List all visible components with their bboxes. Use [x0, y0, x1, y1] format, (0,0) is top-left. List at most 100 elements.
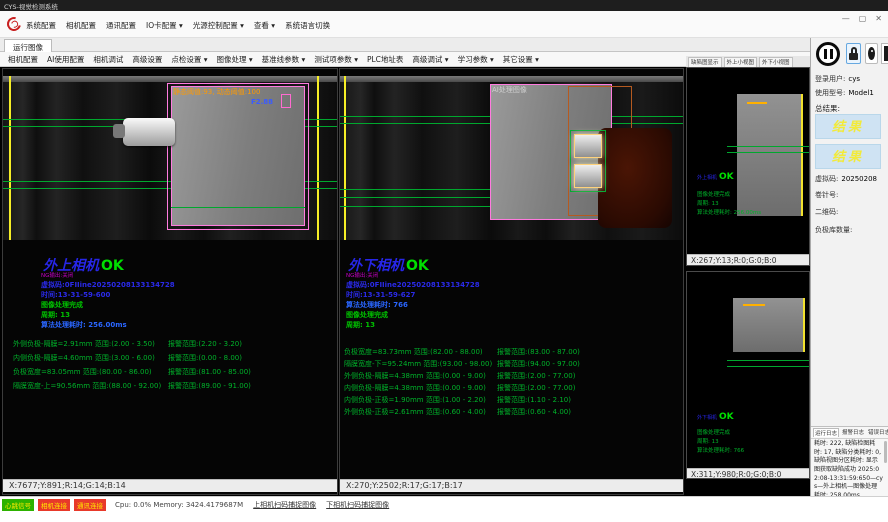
toolbar-camera-config[interactable]: 相机配置 — [8, 54, 38, 64]
measure-line — [727, 146, 809, 147]
press-roller-dark — [598, 128, 672, 228]
comm-connect-badge: 通讯连接 — [74, 499, 106, 511]
thumb-orange-mark — [743, 304, 765, 306]
thumb-yellow-edge — [801, 94, 803, 216]
lock-icon — [851, 47, 857, 53]
algo-time-line: 算法处理耗时: 766 — [346, 301, 408, 309]
alarm-range: 报警范围:(0.00 - 8.00) — [168, 354, 242, 362]
tab-error-log[interactable]: 错误日志 — [868, 430, 888, 436]
thumb-ok: OK — [719, 412, 734, 422]
thumb-status-line: 图像处理完成 — [697, 192, 731, 198]
thumb-camera-name: 外上相机 — [697, 175, 718, 181]
login-user-row: 登录用户: cys — [815, 74, 860, 84]
maximize-icon[interactable]: ▢ — [858, 14, 867, 23]
thumb-cycle-line: 周期: 13 — [697, 201, 719, 207]
camera-view-lower[interactable]: AI处理图像 外下相机 OK NG输出:关闭 虚拟码:0FIIine2025020… — [339, 68, 684, 495]
camera-view-upper[interactable]: 静态阈值:93, 动态阈值:100 F2.88 外上相机 OK NG输出:关闭 虚… — [2, 68, 338, 495]
tab-defect-image[interactable]: 缺陷图显示 — [688, 57, 722, 67]
toolbar-other-settings[interactable]: 其它设置 ▾ — [502, 54, 539, 64]
menu-view[interactable]: 查看 ▾ — [253, 21, 276, 30]
pixel-coords-bar: X:7677;Y:891;R:14;G:14;B:14 — [3, 479, 337, 492]
thumb-tab-strip: 缺陷图显示 外上小视图 外下小视图 — [686, 56, 810, 67]
blue-measure-tag: F2.88 — [251, 98, 274, 106]
menu-camera-config[interactable]: 相机配置 — [66, 21, 96, 30]
tab-lower-mini-view[interactable]: 外下小视图 — [759, 57, 793, 67]
toolbar-image-processing[interactable]: 图像处理 ▾ — [216, 54, 253, 64]
ai-image-label: AI处理图像 — [492, 86, 527, 94]
tab-alarm-log[interactable]: 报警日志 — [842, 430, 865, 436]
status-line: 图像处理完成 — [346, 311, 388, 319]
thumb-view-lower[interactable]: 外下相机 OK 图像处理完成 周期: 13 算法处理耗时: 766 X:311;Y… — [686, 271, 810, 479]
menu-light-config[interactable]: 光源控制配置 ▾ — [192, 21, 244, 30]
app-logo-icon — [4, 14, 24, 34]
log-panel: 运行日志 报警日志 错误日志 耗时: 222, 缺陷检图耗时: 17, 缺陷分类… — [811, 426, 888, 499]
toolbar-learning-params[interactable]: 学习参数 ▾ — [457, 54, 494, 64]
log-text: 耗时: 222, 缺陷检图耗时: 17, 缺陷分类耗时: 0, 缺陷视图分区耗时… — [814, 440, 883, 499]
toolbar-camera-debug[interactable]: 相机调试 — [93, 54, 124, 64]
menu-comm-config[interactable]: 通讯配置 — [106, 21, 136, 30]
result-ok: OK — [406, 258, 429, 274]
measurement-value: 隔膜宽度-下=95.24mm 范围:(93.00 - 98.00) — [344, 360, 493, 368]
measure-line — [727, 360, 809, 361]
login-lock-button[interactable] — [846, 43, 861, 64]
anode-count-label: 负极库数量: — [815, 226, 853, 234]
thumb-image-lower — [733, 298, 805, 352]
cpu-memory-text: Cpu: 0.0% Memory: 3424.4179687M — [115, 501, 244, 509]
toolbar-baseline-params[interactable]: 基准线参数 ▾ — [261, 54, 306, 64]
minimize-icon[interactable]: — — [841, 14, 850, 23]
exit-button[interactable] — [881, 43, 888, 64]
measurement-row: 内侧负极-隔膜=4.38mm 范围:(0.00 - 9.00) 报警范围:(2.… — [344, 383, 683, 393]
measurement-row: 负极宽度=83.05mm 范围:(80.00 - 86.00) 报警范围:(81… — [13, 367, 337, 377]
key-icon — [868, 47, 875, 60]
result-box-lower: 结果 — [815, 144, 881, 169]
feed-roller-tip — [113, 124, 125, 138]
toolbar-test-params[interactable]: 测试项参数 ▾ — [314, 54, 358, 64]
measure-line — [727, 366, 809, 367]
toolbar-advanced-debug[interactable]: 高级调试 ▾ — [412, 54, 449, 64]
upper-camera-capture-link[interactable]: 上相机扫码捕捉图像 — [253, 501, 317, 509]
log-scrollbar[interactable] — [884, 441, 887, 463]
tab-upper-mini-view[interactable]: 外上小视图 — [723, 57, 758, 67]
exit-door-icon — [884, 46, 888, 61]
menu-items: 系统配置 相机配置 通讯配置 IO卡配置 ▾ 光源控制配置 ▾ 查看 ▾ 系统语… — [26, 20, 330, 31]
ng-output-label: NG输出:关闭 — [346, 273, 379, 279]
lower-camera-capture-link[interactable]: 下相机扫码捕捉图像 — [326, 501, 390, 509]
alarm-range: 报警范围:(0.60 - 4.00) — [497, 408, 571, 416]
measurement-value: 负极宽度=83.05mm 范围:(80.00 - 86.00) — [13, 368, 152, 376]
toolbar-ai-use-config[interactable]: AI使用配置 — [47, 54, 85, 64]
alarm-range: 报警范围:(89.00 - 91.00) — [168, 382, 251, 390]
key-button[interactable] — [865, 43, 878, 64]
thumb-view-upper[interactable]: 外上相机 OK 图像处理完成 周期: 13 算法处理耗时: 256.00ms X:… — [686, 67, 810, 266]
toolbar-advanced-settings[interactable]: 高级设置 — [132, 54, 163, 64]
cycle-line: 周期: 13 — [41, 311, 70, 319]
key-icon-dot — [870, 50, 873, 52]
tab-run-log[interactable]: 运行日志 — [813, 428, 840, 437]
measure-line — [727, 152, 809, 153]
calibration-line-right — [317, 76, 319, 240]
status-bar: 心跳信号 相机连接 通讯连接 Cpu: 0.0% Memory: 3424.41… — [0, 496, 888, 522]
led-spot — [574, 164, 602, 188]
machine-top-band — [3, 76, 337, 82]
thumb-yellow-edge — [803, 298, 805, 352]
measurement-row: 隔膜宽度-下=95.24mm 范围:(93.00 - 98.00) 报警范围:(… — [344, 359, 683, 369]
thumb-camera-name: 外下相机 — [697, 415, 718, 421]
menu-language-switch[interactable]: 系统语言切换 — [285, 21, 331, 30]
menu-system-config[interactable]: 系统配置 — [26, 21, 56, 30]
login-user-value: cys — [848, 75, 860, 83]
toolbar-plc-address[interactable]: PLC地址表 — [366, 54, 404, 64]
thumb-image-upper — [737, 94, 803, 216]
close-icon[interactable]: ✕ — [875, 14, 882, 23]
window-controls: — ▢ ✕ — [842, 14, 882, 23]
measurement-value: 外侧负极-正极=2.61mm 范围:(0.60 - 4.00) — [344, 408, 486, 416]
alarm-range: 报警范围:(81.00 - 85.00) — [168, 368, 251, 376]
pause-button[interactable] — [816, 42, 840, 66]
time-line: 时间:13-31-59-627 — [346, 291, 416, 299]
measure-line — [340, 197, 610, 198]
toolbar-spot-check[interactable]: 点检设置 ▾ — [171, 54, 208, 64]
menu-io-config[interactable]: IO卡配置 ▾ — [146, 21, 183, 30]
measurement-value: 外侧负极-隔膜=4.38mm 范围:(0.00 - 9.00) — [344, 372, 486, 380]
measurement-value: 负极宽度=83.73mm 范围:(82.00 - 88.00) — [344, 348, 483, 356]
anode-count-row: 负极库数量: — [815, 225, 852, 235]
tab-run-image[interactable]: 运行图像 — [4, 39, 52, 54]
measure-line — [340, 189, 610, 190]
